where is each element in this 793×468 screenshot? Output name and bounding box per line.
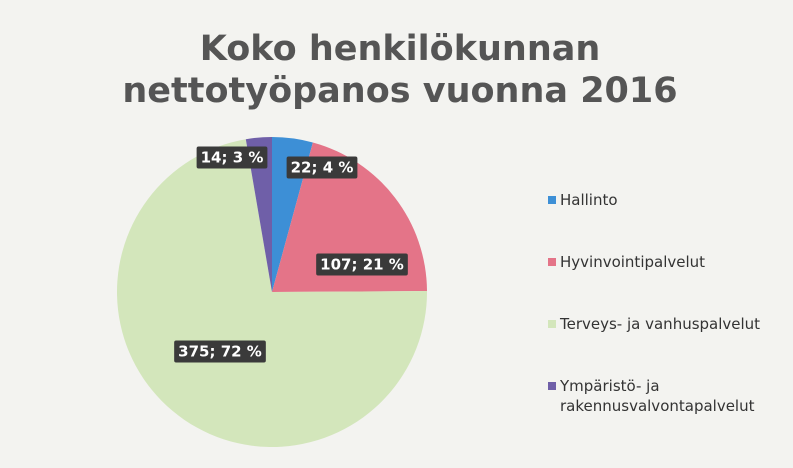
data-label-box xyxy=(174,340,266,363)
data-label: 14; 3 % xyxy=(196,146,268,169)
legend-label: Ympäristö- ja rakennusvalvontapalvelut xyxy=(560,377,755,415)
legend-item: Terveys- ja vanhuspalvelut xyxy=(548,314,788,376)
chart-title: Koko henkilökunnan nettotyöpanos vuonna … xyxy=(122,29,678,111)
data-label-text: 375; 72 % xyxy=(178,343,262,361)
legend-label: Hyvinvointipalvelut xyxy=(560,253,706,271)
legend-label: Hallinto xyxy=(560,191,618,209)
legend-item: Hyvinvointipalvelut xyxy=(548,252,788,314)
data-label-box xyxy=(316,253,408,276)
data-label: 22; 4 % xyxy=(286,156,358,179)
legend-swatch xyxy=(548,258,556,266)
data-label-text: 107; 21 % xyxy=(320,256,404,274)
pie-slice xyxy=(117,139,428,448)
legend-swatch xyxy=(548,382,556,390)
legend-item: Ympäristö- ja rakennusvalvontapalvelut xyxy=(548,376,788,438)
legend: Hallinto Hyvinvointipalvelut Terveys- ja v… xyxy=(548,190,788,438)
data-label-text: 22; 4 % xyxy=(291,159,354,177)
legend-swatch xyxy=(548,320,556,328)
data-label: 375; 72 % xyxy=(174,340,266,363)
data-label-box xyxy=(286,156,358,179)
pie-slice xyxy=(245,137,272,292)
legend-swatch xyxy=(548,196,556,204)
data-label-box xyxy=(196,146,268,169)
legend-label: Terveys- ja vanhuspalvelut xyxy=(560,315,761,333)
data-label: 107; 21 % xyxy=(316,253,408,276)
legend-item: Hallinto xyxy=(548,190,788,252)
data-label-text: 14; 3 % xyxy=(201,149,264,167)
